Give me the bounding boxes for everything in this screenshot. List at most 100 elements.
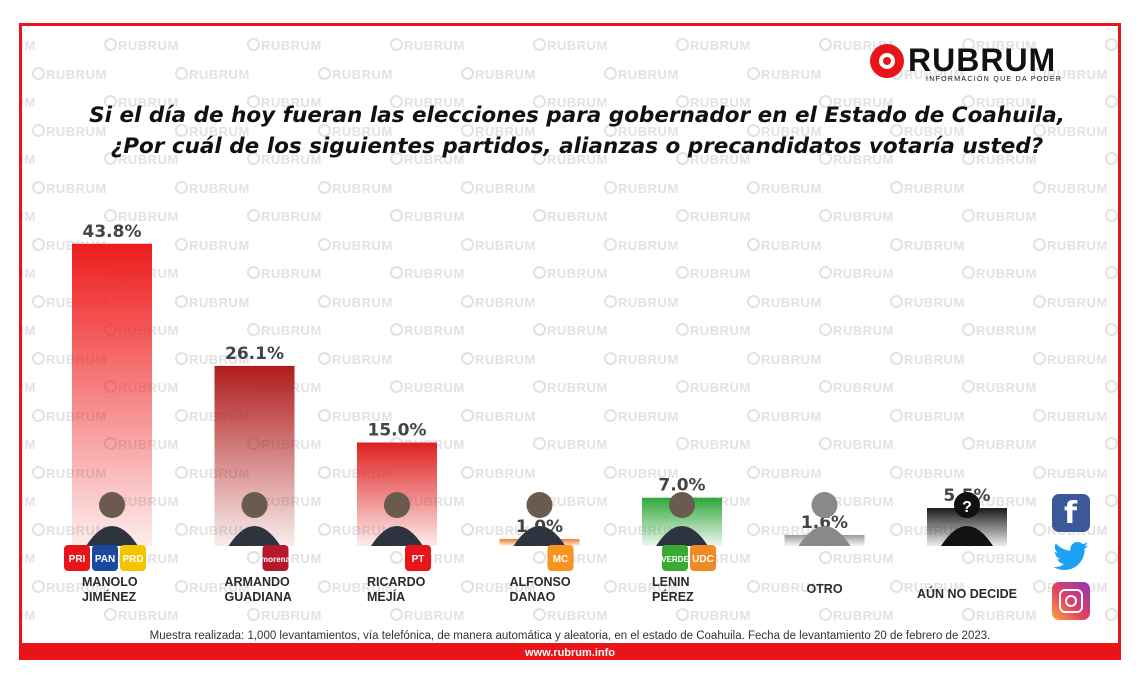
watermark-text: RUBRUM <box>247 95 322 110</box>
watermark-text: RUBRUM <box>390 608 465 623</box>
watermark-text: RUBRUM <box>819 380 894 395</box>
instagram-icon[interactable] <box>1052 582 1090 620</box>
watermark-text: RUBRUM <box>533 38 608 53</box>
watermark-text: RUBRUM <box>962 437 1037 452</box>
watermark-text: RUBRUM <box>104 152 179 167</box>
watermark-text: RUBRUM <box>318 351 393 367</box>
watermark-text: RUBRUM <box>32 579 107 595</box>
category-label-0: MANOLO <box>82 575 138 589</box>
value-label-5: 1.6% <box>801 513 848 533</box>
watermark-text: RUBRUM <box>819 209 894 224</box>
watermark-text: RUBRUM <box>22 608 36 623</box>
watermark-text: RUBRUM <box>22 152 36 167</box>
watermark-text: RUBRUM <box>1105 437 1118 452</box>
watermark-text: RUBRUM <box>676 209 751 224</box>
twitter-icon[interactable] <box>1052 538 1090 576</box>
logo-wordmark: RUBRUM <box>908 42 1057 78</box>
watermark-text: RUBRUM <box>22 380 36 395</box>
watermark-text: RUBRUM <box>819 95 894 110</box>
watermark-text: RUBRUM <box>890 408 965 424</box>
watermark-text: RUBRUM <box>247 152 322 167</box>
watermark-text: RUBRUM <box>318 180 393 196</box>
website-link[interactable]: www.rubrum.info <box>524 647 616 659</box>
watermark-text: RUBRUM <box>890 180 965 196</box>
watermark-text: RUBRUM <box>533 152 608 167</box>
category-label-3: ALFONSO <box>510 575 571 589</box>
watermark-text: RUBRUM <box>247 209 322 224</box>
watermark-text: RUBRUM <box>890 351 965 367</box>
category-label-5: OTRO <box>806 582 842 596</box>
watermark-text: RUBRUM <box>604 351 679 367</box>
watermark-text: RUBRUM <box>962 551 1037 566</box>
watermark-text: RUBRUM <box>604 465 679 481</box>
watermark-text: RUBRUM <box>1033 180 1108 196</box>
watermark-text: RUBRUM <box>676 380 751 395</box>
watermark-text: RUBRUM <box>747 66 822 82</box>
bar-1 <box>214 365 295 546</box>
watermark-text: RUBRUM <box>819 437 894 452</box>
party-badge-mc: MC <box>547 545 574 571</box>
watermark-text: RUBRUM <box>104 209 179 224</box>
watermark-text: RUBRUM <box>890 579 965 595</box>
value-label-0: 43.8% <box>83 222 142 242</box>
party-badge-prd: PRD <box>120 545 146 571</box>
facebook-icon[interactable]: f <box>1052 494 1090 532</box>
watermark-text: RUBRUM <box>890 294 965 310</box>
watermark-text: RUBRUM <box>390 209 465 224</box>
watermark-text: RUBRUM <box>22 95 36 110</box>
watermark-text: RUBRUM <box>747 123 822 139</box>
watermark-text: RUBRUM <box>533 437 608 452</box>
watermark-text: RUBRUM <box>318 66 393 82</box>
watermark-text: RUBRUM <box>175 180 250 196</box>
watermark-text: RUBRUM <box>676 95 751 110</box>
watermark-text: RUBRUM <box>1033 465 1108 481</box>
svg-text:MC: MC <box>553 554 569 565</box>
watermark-text: RUBRUM <box>962 152 1037 167</box>
watermark-text: RUBRUM <box>604 579 679 595</box>
question-line-1: Si el día de hoy fueran las elecciones p… <box>89 103 1065 128</box>
svg-text:PRD: PRD <box>122 554 143 565</box>
party-badge-udc: UDC <box>690 545 716 571</box>
svg-text:PAN: PAN <box>95 554 115 565</box>
watermark-text: RUBRUM <box>819 266 894 281</box>
watermark-text: RUBRUM <box>533 323 608 338</box>
category-label-4: PÉREZ <box>652 589 694 604</box>
svg-text:UDC: UDC <box>692 554 714 565</box>
watermark-text: RUBRUM <box>676 152 751 167</box>
party-badge-pri: PRI <box>64 545 90 571</box>
watermark-text: RUBRUM <box>461 351 536 367</box>
party-badge-morena: morena <box>261 545 290 571</box>
watermark-text: RUBRUM <box>22 209 36 224</box>
watermark-text: RUBRUM <box>604 123 679 139</box>
watermark-text: RUBRUM <box>604 180 679 196</box>
watermark-text: RUBRUM <box>1105 152 1118 167</box>
value-label-4: 7.0% <box>658 476 705 496</box>
brand-logo: RUBRUM INFORMACIÓN QUE DA PODER <box>870 42 1080 94</box>
candidate-photo-6: ? <box>941 492 993 546</box>
watermark-text: RUBRUM <box>1033 408 1108 424</box>
candidate-photo-2 <box>371 492 423 546</box>
watermark-text: RUBRUM <box>390 95 465 110</box>
watermark-text: RUBRUM <box>604 237 679 253</box>
watermark-text: RUBRUM <box>390 266 465 281</box>
party-badge-pan: PAN <box>92 545 118 571</box>
watermark-text: RUBRUM <box>461 294 536 310</box>
watermark-text: RUBRUM <box>676 323 751 338</box>
candidate-photo-4 <box>656 492 708 546</box>
watermark-text: RUBRUM <box>1105 95 1118 110</box>
watermark-text: RUBRUM <box>461 408 536 424</box>
watermark-text: RUBRUM <box>104 608 179 623</box>
watermark-text: RUBRUM <box>461 123 536 139</box>
watermark-text: RUBRUM <box>247 608 322 623</box>
watermark-text: RUBRUM <box>461 66 536 82</box>
watermark-text: RUBRUM <box>1105 266 1118 281</box>
watermark-text: RUBRUM <box>104 38 179 53</box>
watermark-text: RUBRUM <box>747 522 822 538</box>
watermark-text: RUBRUM <box>1105 380 1118 395</box>
watermark-text: RUBRUM <box>461 465 536 481</box>
watermark-text: RUBRUM <box>247 323 322 338</box>
watermark-text: RUBRUM <box>175 123 250 139</box>
poll-question: Si el día de hoy fueran las elecciones p… <box>82 100 1072 162</box>
watermark-text: RUBRUM <box>747 408 822 424</box>
